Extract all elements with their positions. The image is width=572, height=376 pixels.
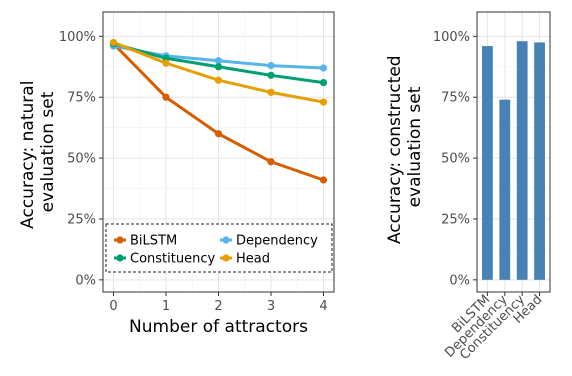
point-bilstm	[162, 93, 170, 101]
point-head	[162, 59, 170, 67]
bar-y-tick-label: 0%	[449, 273, 470, 288]
bar-y-tick-label: 25%	[441, 212, 470, 227]
line-y-axis-title: Accuracy: natural evaluation set	[18, 75, 58, 229]
bar-constituency	[516, 41, 528, 280]
legend-label: Head	[236, 252, 270, 267]
point-head	[109, 38, 118, 47]
line-x-tick-label: 2	[214, 299, 222, 314]
bar-dependency	[499, 99, 511, 280]
legend-swatch-point	[116, 236, 124, 244]
line-legend: BiLSTM Dependency Constituency Head	[105, 223, 333, 273]
legend-box	[105, 223, 333, 273]
point-bilstm	[319, 176, 328, 184]
bar-y-axis-title-line2: evaluation set	[405, 86, 425, 207]
point-head	[267, 88, 275, 96]
legend-swatch-point	[116, 254, 124, 262]
line-chart-panel: 0% 25% 50% 75% 100% 0 1 2 3 4 Number of attracto…	[18, 11, 335, 337]
point-dependency	[267, 61, 275, 70]
point-dependency	[214, 57, 223, 65]
legend-item: Head	[220, 252, 270, 267]
line-x-tick-label: 0	[109, 299, 117, 314]
line-points-group	[109, 38, 328, 184]
point-constituency	[214, 63, 223, 71]
point-constituency	[319, 79, 328, 87]
line-y-tick-label: 25%	[67, 212, 96, 227]
line-y-tick-label: 75%	[67, 91, 96, 106]
legend-swatch-point	[222, 236, 230, 244]
line-x-tick-label: 3	[267, 299, 275, 314]
line-y-axis-title-line1: Accuracy: natural	[18, 81, 38, 229]
line-y-tick-label: 100%	[59, 30, 96, 45]
line-y-tick-label: 0%	[75, 273, 96, 288]
bar-group	[482, 41, 545, 280]
point-head	[319, 98, 328, 106]
line-y-ticks: 0% 25% 50% 75% 100%	[59, 30, 103, 288]
point-bilstm	[267, 158, 275, 166]
legend-label: Dependency	[236, 234, 318, 249]
bar-y-tick-label: 50%	[441, 152, 470, 167]
line-y-tick-label: 50%	[67, 152, 96, 167]
bar-y-axis-title-line1: Accuracy: constructed	[385, 55, 405, 244]
line-y-axis-title-line2: evaluation set	[38, 91, 58, 212]
line-x-ticks: 0 1 2 3 4	[109, 292, 328, 314]
point-bilstm	[214, 130, 223, 138]
line-x-tick-label: 1	[162, 299, 170, 314]
bar-y-ticks: 0% 25% 50% 75% 100%	[433, 30, 477, 288]
point-dependency	[319, 64, 328, 72]
bar-y-tick-label: 100%	[433, 30, 470, 45]
bar-y-axis-title: Accuracy: constructed evaluation set	[385, 50, 425, 244]
bar-chart-panel: 0% 25% 50% 75% 100% BiLSTMDependencyConstitu…	[385, 11, 551, 363]
line-x-axis-title: Number of attractors	[129, 317, 308, 337]
line-x-tick-label: 4	[319, 299, 327, 314]
line-grid	[103, 12, 334, 292]
legend-swatch-point	[222, 254, 230, 262]
legend-item: BiLSTM	[114, 234, 177, 249]
point-head	[214, 76, 223, 84]
bar-head	[534, 42, 545, 280]
legend-item: Dependency	[220, 234, 318, 249]
legend-label: Constituency	[130, 252, 215, 267]
point-constituency	[267, 71, 275, 79]
bar-plot-frame	[476, 11, 551, 293]
legend-label: BiLSTM	[130, 234, 177, 249]
bar-bilstm	[482, 46, 493, 280]
bar-y-tick-label: 75%	[441, 91, 470, 106]
legend-item: Constituency	[114, 252, 215, 267]
